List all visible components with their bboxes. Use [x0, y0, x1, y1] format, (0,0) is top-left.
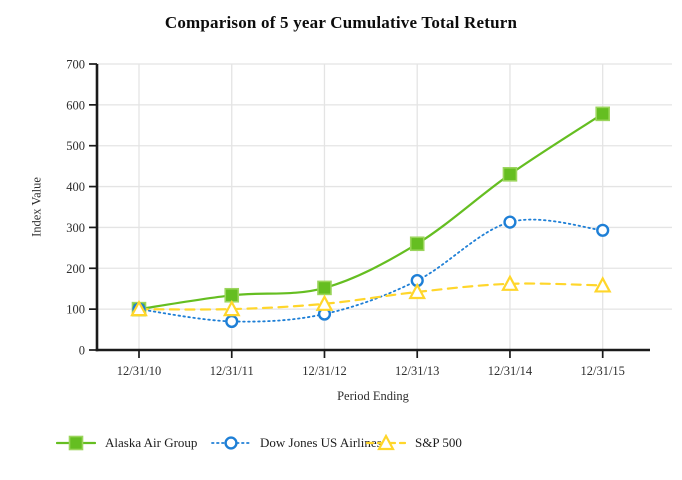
series-markers-0 — [131, 106, 611, 317]
y-tick-label: 700 — [66, 58, 85, 72]
x-tick-label: 12/31/13 — [395, 364, 439, 378]
x-tick-label: 12/31/14 — [488, 364, 533, 378]
y-tick-label: 100 — [66, 303, 85, 317]
legend-swatch-triangle-icon — [366, 434, 406, 451]
y-tick-label: 400 — [66, 180, 85, 194]
x-tick-label: 12/31/15 — [580, 364, 624, 378]
legend-entry-dow-jones-us-airlines: Dow Jones US Airlines — [211, 431, 382, 455]
series-line-2 — [137, 282, 604, 311]
y-tick-label: 600 — [66, 98, 85, 112]
x-tick-label: 12/31/12 — [302, 364, 346, 378]
series-markers-2 — [130, 274, 612, 317]
legend-entry-sp500: S&P 500 — [366, 431, 462, 455]
series-line-1 — [138, 218, 604, 323]
legend-entry-alaska-air-group: Alaska Air Group — [56, 431, 197, 455]
series-line-0 — [137, 112, 604, 311]
legend-label: S&P 500 — [415, 435, 462, 450]
x-tick-label: 12/31/11 — [210, 364, 254, 378]
chart-title: Comparison of 5 year Cumulative Total Re… — [164, 13, 518, 32]
legend-label: Alaska Air Group — [105, 435, 198, 450]
legend-swatch-circle-icon — [211, 436, 251, 450]
x-tick-label: 12/31/10 — [117, 364, 161, 378]
legend-label: Dow Jones US Airlines — [260, 435, 382, 450]
legend-swatch-square-icon — [56, 435, 96, 451]
chart-legend: Alaska Air Group Dow Jones US Airlines S… — [0, 431, 682, 455]
x-axis-title: Period Ending — [337, 389, 409, 403]
y-tick-label: 0 — [79, 344, 85, 358]
axes — [89, 63, 650, 358]
y-tick-label: 500 — [66, 139, 85, 153]
y-tick-label: 300 — [66, 221, 85, 235]
y-tick-label: 200 — [66, 262, 85, 276]
gridlines — [97, 63, 672, 350]
